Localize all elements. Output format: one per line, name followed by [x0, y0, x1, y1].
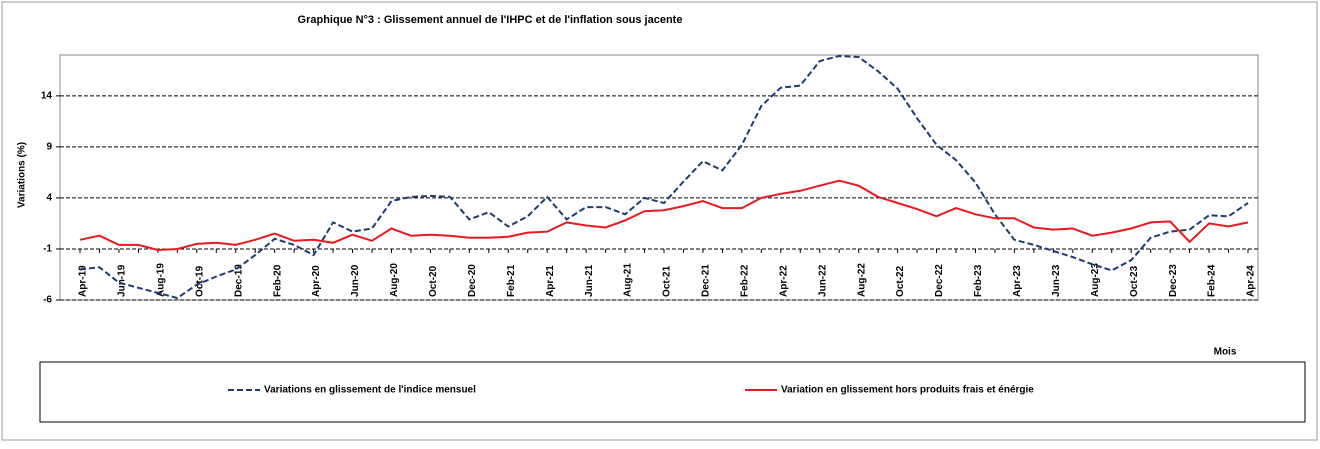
- x-tick-label: Aug-23: [1090, 263, 1101, 297]
- y-tick-label: 9: [46, 142, 52, 153]
- x-tick-label: Jun-21: [584, 264, 595, 297]
- x-tick-label: Dec-22: [934, 264, 945, 297]
- x-tick-label: Apr-21: [545, 265, 556, 297]
- x-tick-label: Jun-22: [817, 264, 828, 297]
- x-tick-label: Aug-22: [856, 263, 867, 297]
- x-tick-label: Apr-19: [78, 265, 89, 297]
- legend-label: Variations en glissement de l'indice men…: [264, 385, 476, 396]
- x-tick-label: Oct-21: [662, 265, 673, 297]
- x-axis-label: Mois: [1214, 347, 1237, 358]
- x-tick-label: Jun-19: [117, 264, 128, 297]
- x-tick-label: Dec-20: [467, 264, 478, 297]
- x-tick-label: Aug-20: [389, 263, 400, 297]
- x-tick-label: Oct-20: [428, 265, 439, 297]
- x-tick-label: Dec-23: [1168, 264, 1179, 297]
- x-tick-label: Oct-19: [194, 265, 205, 297]
- x-tick-label: Apr-24: [1246, 265, 1257, 297]
- x-tick-label: Feb-24: [1207, 264, 1218, 297]
- x-tick-label: Apr-20: [311, 265, 322, 297]
- x-tick-label: Aug-19: [156, 263, 167, 297]
- y-tick-label: 4: [46, 193, 52, 204]
- data-line: [79, 54, 1249, 300]
- y-tick-label: 14: [41, 90, 53, 101]
- x-tick-label: Dec-21: [701, 264, 712, 297]
- x-tick-label: Oct-23: [1129, 265, 1140, 297]
- y-axis-label: Variations (%): [17, 142, 28, 208]
- legend-label: Variation en glissement hors produits fr…: [781, 385, 1034, 396]
- x-tick-label: Jun-23: [1051, 264, 1062, 297]
- x-tick-label: Dec-19: [233, 264, 244, 297]
- x-tick-label: Feb-23: [973, 264, 984, 297]
- x-tick-label: Feb-22: [740, 264, 751, 297]
- plot-frame: [59, 54, 1259, 301]
- x-tick-label: Feb-20: [272, 264, 283, 297]
- x-tick-label: Aug-21: [623, 263, 634, 297]
- x-tick-label: Feb-21: [506, 264, 517, 297]
- x-tick-label: Apr-23: [1012, 265, 1023, 297]
- x-tick-label: Jun-20: [350, 264, 361, 297]
- x-tick-label: Apr-22: [778, 265, 789, 297]
- legend-box: [39, 361, 1306, 423]
- x-tick-label: Oct-22: [895, 265, 906, 297]
- y-tick-label: -1: [43, 244, 52, 255]
- chart-title: Graphique N°3 : Glissement annuel de l'I…: [298, 14, 683, 26]
- y-tick-label: -6: [43, 295, 52, 306]
- data-line: [79, 179, 1249, 252]
